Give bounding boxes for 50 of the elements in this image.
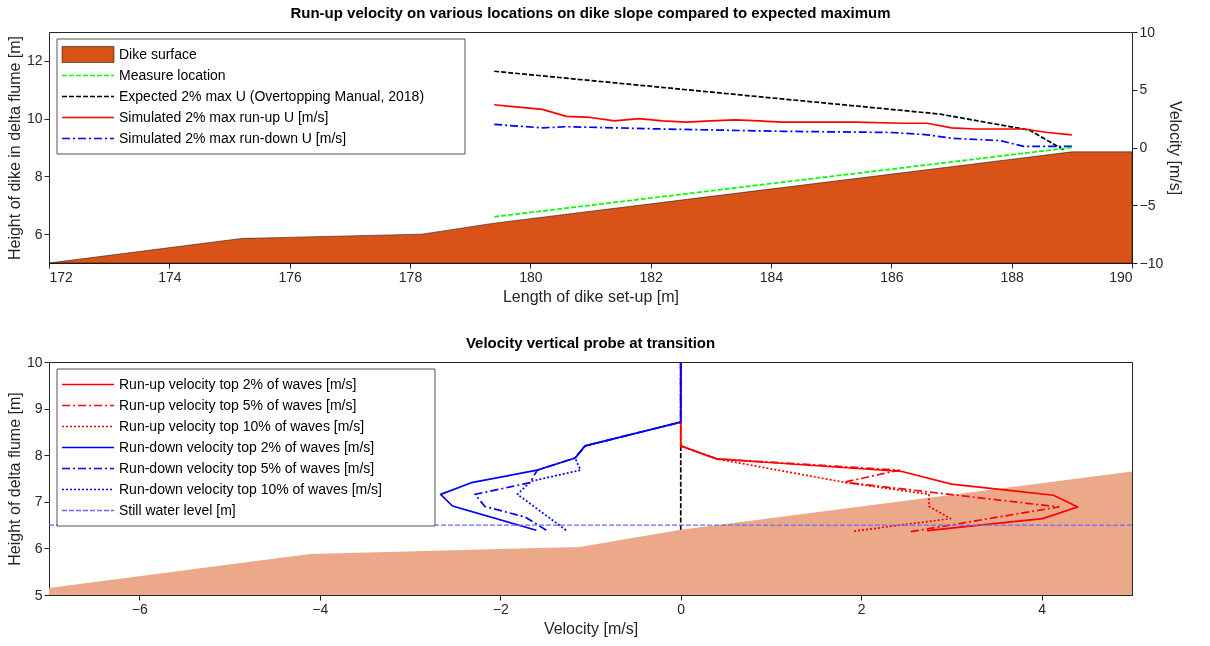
- x-tick-label: −6: [131, 600, 148, 617]
- legend-label: Dike surface: [119, 45, 198, 62]
- x-tick-label: 172: [49, 268, 74, 285]
- legend-label: Simulated 2% max run-down U [m/s]: [119, 129, 347, 146]
- y-tick-label: 5: [34, 586, 43, 603]
- y-tick-label: 6: [34, 539, 43, 556]
- legend-label: Still water level [m]: [119, 501, 236, 518]
- x-tick-label: 4: [1038, 600, 1047, 617]
- y-tick-label: 10: [26, 353, 43, 370]
- y2-axis-title: Velocity [m/s]: [1167, 100, 1185, 196]
- x-tick-label: −2: [492, 600, 509, 617]
- chart-title: Velocity vertical probe at transition: [465, 334, 716, 351]
- legend-label: Run-down velocity top 5% of waves [m/s]: [119, 459, 375, 476]
- x-tick-label: 2: [857, 600, 866, 617]
- y2-tick-label: 10: [1139, 23, 1156, 40]
- x-axis-title: Length of dike set-up [m]: [502, 287, 680, 305]
- legend-label: Run-up velocity top 5% of waves [m/s]: [119, 396, 357, 413]
- y2-tick-label: 5: [1139, 81, 1148, 98]
- x-tick-label: 178: [398, 268, 423, 285]
- y-tick-label: 7: [34, 493, 43, 510]
- x-tick-label: 176: [278, 268, 303, 285]
- legend-label: Run-up velocity top 2% of waves [m/s]: [119, 375, 357, 392]
- y-tick-label: 8: [34, 167, 43, 184]
- y-tick-label: 9: [34, 400, 43, 417]
- legend-label: Run-down velocity top 10% of waves [m/s]: [119, 480, 383, 497]
- y-tick-label: 10: [26, 110, 43, 127]
- x-tick-label: 180: [519, 268, 543, 285]
- x-axis-title: Velocity [m/s]: [543, 619, 639, 637]
- legend-label: Run-up velocity top 10% of waves [m/s]: [119, 417, 365, 434]
- chart-title: Run-up velocity on various locations on dike slope compared to expected maximum: [290, 4, 891, 21]
- legend-label: Measure location: [119, 66, 226, 83]
- x-tick-label: 186: [880, 268, 904, 285]
- y-tick-label: 12: [26, 52, 43, 69]
- legend-label: Run-down velocity top 2% of waves [m/s]: [119, 438, 375, 455]
- y-axis-title: Height of delta flume [m]: [5, 392, 23, 566]
- y-tick-label: 6: [34, 225, 43, 242]
- legend-label: Expected 2% max U (Overtopping Manual, 2018): [119, 87, 425, 104]
- x-tick-label: −4: [312, 600, 329, 617]
- y-axis-title: Height of dike in delta flume [m]: [5, 35, 23, 261]
- x-tick-label: 182: [639, 268, 664, 285]
- legend-label: Simulated 2% max run-up U [m/s]: [119, 108, 329, 125]
- y2-tick-label: 0: [1139, 139, 1148, 155]
- x-tick-label: 190: [1109, 268, 1133, 285]
- x-tick-label: 184: [759, 268, 784, 285]
- y2-tick-label: −10: [1139, 254, 1164, 271]
- x-tick-label: 0: [677, 600, 686, 617]
- y2-tick-label: −5: [1139, 196, 1156, 213]
- y-tick-label: 8: [34, 446, 43, 463]
- x-tick-label: 188: [1000, 268, 1025, 285]
- x-tick-label: 174: [158, 268, 182, 285]
